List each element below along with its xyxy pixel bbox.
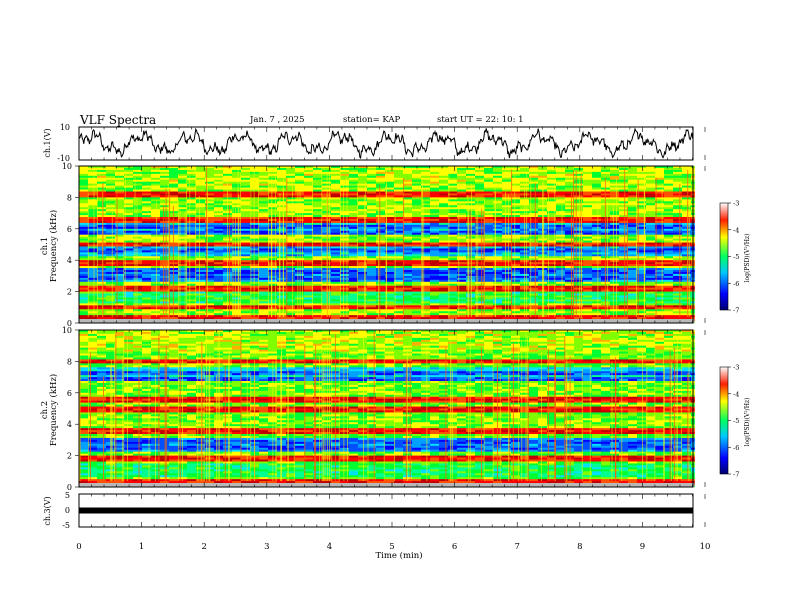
ch1-spec-ytick-6: 6	[67, 225, 72, 234]
ch1-spec-ytick-8: 8	[67, 193, 72, 202]
ch1-ytick-top: 10	[60, 123, 70, 132]
ch2-spec-ytick-6: 6	[67, 389, 72, 398]
ch2-spec-ylabel-freq: Frequency (kHz)	[48, 374, 59, 446]
ch3-ytick-bottom: -5	[62, 521, 70, 530]
x-tick-8: 8	[577, 542, 582, 552]
chart-title: VLF Spectra	[80, 113, 157, 127]
x-tick-1: 1	[139, 542, 144, 552]
ch2-cb-tick--6: -6	[733, 444, 739, 452]
ch3-ytick-top: 5	[65, 491, 70, 500]
ch2-cb-tick--5: -5	[733, 417, 739, 425]
ch2-spec-ytick-10: 10	[62, 326, 72, 335]
ch1-cb-tick--6: -6	[733, 280, 739, 288]
x-tick-9: 9	[640, 542, 645, 552]
ch1-colorbar-label: log(PSD)(V²/Hz)	[744, 234, 751, 283]
ch2-spec-ytick-2: 2	[67, 452, 72, 461]
ch2-colorbar-label: log(PSD)(V²/Hz)	[744, 398, 751, 447]
x-tick-4: 4	[327, 542, 332, 552]
ch3-waveform-panel: 5 0 -5 ch.3(V)	[43, 491, 706, 530]
ch3-waveform-line	[79, 507, 693, 514]
ch2-spectrogram-image	[79, 330, 695, 488]
ch2-spec-ylabel-ch: ch.2	[40, 401, 50, 419]
ch1-spec-ytick-2: 2	[67, 288, 72, 297]
x-tick-10: 10	[700, 542, 711, 552]
x-tick-3: 3	[264, 542, 269, 552]
ch1-spec-ytick-4: 4	[67, 256, 72, 265]
ch1-cb-tick--3: -3	[733, 200, 739, 208]
ch2-spec-ytick-0: 0	[67, 483, 72, 492]
header-start-ut: start UT = 22: 10: 1	[437, 115, 524, 125]
ch2-cb-tick--4: -4	[733, 390, 739, 398]
ch2-spec-ytick-4: 4	[67, 420, 72, 429]
x-tick-7: 7	[514, 542, 519, 552]
ch1-cb-tick--4: -4	[733, 226, 739, 234]
x-tick-0: 0	[76, 542, 81, 552]
ch1-cb-tick--5: -5	[733, 253, 739, 261]
x-tick-6: 6	[452, 542, 457, 552]
ch1-spec-ytick-0: 0	[67, 319, 72, 328]
x-axis-label: Time (min)	[375, 550, 422, 561]
ch2-spec-ytick-8: 8	[67, 357, 72, 366]
ch1-waveform-ylabel: ch.1(V)	[43, 128, 52, 157]
ch1-colorbar: -3 -4 -5 -6 -7 log(PSD)(V²/Hz)	[719, 200, 751, 315]
ch1-ytick-bottom: -10	[57, 154, 70, 163]
x-axis: 0 1 2 3 4 5 6 7 8 9 10	[76, 542, 710, 552]
ch3-waveform-ylabel: ch.3(V)	[43, 496, 52, 525]
ch2-colorbar: -3 -4 -5 -6 -7 log(PSD)(V²/Hz)	[719, 364, 751, 479]
header-station: station= KAP	[343, 115, 401, 125]
ch2-cb-tick--7: -7	[733, 471, 739, 479]
x-tick-2: 2	[201, 542, 206, 552]
ch1-waveform-line	[79, 127, 693, 160]
ch1-spectrogram-panel: 0 2 4 6 8 10 ch.1 Frequency (kHz) -3 -4 -5 -6 -7 …	[40, 162, 751, 328]
ch1-cb-tick--7: -7	[733, 307, 739, 315]
ch1-spec-ylabel-ch: ch.1	[40, 237, 50, 255]
ch1-spectrogram-image	[79, 166, 695, 324]
ch2-spectrogram-panel: 0 2 4 6 8 10 ch.2 Frequency (kHz) -3 -4 -5 -6 -7 …	[40, 326, 751, 492]
ch2-cb-tick--3: -3	[733, 364, 739, 372]
ch1-waveform-panel: 10 -10 ch.1(V)	[43, 123, 706, 163]
ch1-spec-ylabel-freq: Frequency (kHz)	[48, 210, 59, 282]
x-tick-5: 5	[389, 542, 394, 552]
ch1-spec-ytick-10: 10	[62, 162, 72, 171]
ch3-ytick-mid: 0	[65, 506, 70, 515]
header-date: Jan. 7 , 2025	[250, 115, 305, 125]
